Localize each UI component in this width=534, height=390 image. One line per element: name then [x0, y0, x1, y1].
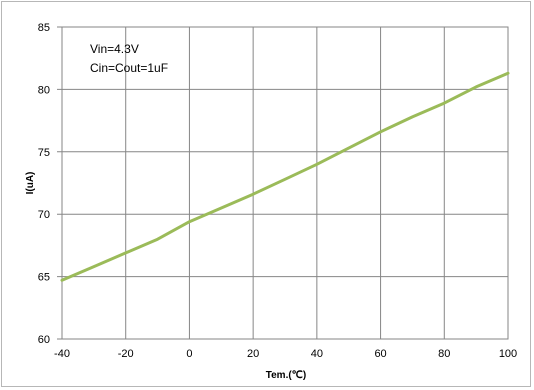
series-group: [60, 71, 510, 282]
x-tick-label: 60: [374, 348, 386, 360]
x-tick-label: 80: [438, 348, 450, 360]
y-tick-label: 70: [38, 209, 50, 221]
x-tick-label: -40: [54, 348, 70, 360]
x-axis: -40 -20 0 20 40 60 80 100: [54, 348, 517, 360]
y-tick-label: 75: [38, 147, 50, 159]
annotation-cin-cout: Cin=Cout=1uF: [90, 61, 168, 75]
series-line-0: [60, 71, 510, 282]
y-tick-label: 65: [38, 272, 50, 284]
y-axis: 60 65 70 75 80 85: [38, 22, 50, 346]
y-axis-title: I(uA): [25, 172, 36, 195]
x-tick-label: 20: [247, 348, 259, 360]
x-axis-title: Tem.(℃): [266, 370, 307, 381]
plot-area: [61, 26, 509, 340]
x-tick-label: 40: [311, 348, 323, 360]
x-tick-label: 0: [186, 348, 192, 360]
y-tick-label: 80: [38, 84, 50, 96]
annotation-vin: Vin=4.3V: [90, 42, 139, 56]
x-tick-label: 100: [499, 348, 517, 360]
x-tick-label: -20: [118, 348, 134, 360]
y-tick-label: 60: [38, 334, 50, 346]
y-tick-label: 85: [38, 22, 50, 34]
